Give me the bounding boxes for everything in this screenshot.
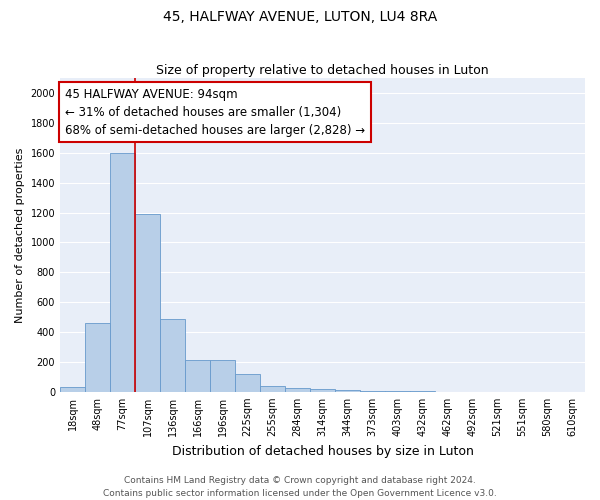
Bar (235, 374, 260, 392)
Bar (210, 360, 235, 392)
Bar (285, 388, 310, 392)
Bar (85, 323, 110, 392)
Text: Contains HM Land Registry data © Crown copyright and database right 2024.
Contai: Contains HM Land Registry data © Crown c… (103, 476, 497, 498)
X-axis label: Distribution of detached houses by size in Luton: Distribution of detached houses by size … (172, 444, 473, 458)
Title: Size of property relative to detached houses in Luton: Size of property relative to detached ho… (156, 64, 489, 77)
Text: 45 HALFWAY AVENUE: 94sqm
← 31% of detached houses are smaller (1,304)
68% of sem: 45 HALFWAY AVENUE: 94sqm ← 31% of detach… (65, 88, 365, 136)
Text: 45, HALFWAY AVENUE, LUTON, LU4 8RA: 45, HALFWAY AVENUE, LUTON, LU4 8RA (163, 10, 437, 24)
Bar (260, 386, 285, 392)
Bar (335, 390, 360, 392)
Bar (185, 360, 210, 392)
Bar (160, 318, 185, 392)
Bar (135, 214, 160, 392)
Bar (60, 388, 85, 392)
Bar (310, 389, 335, 392)
Bar (110, 153, 135, 392)
Y-axis label: Number of detached properties: Number of detached properties (15, 148, 25, 322)
